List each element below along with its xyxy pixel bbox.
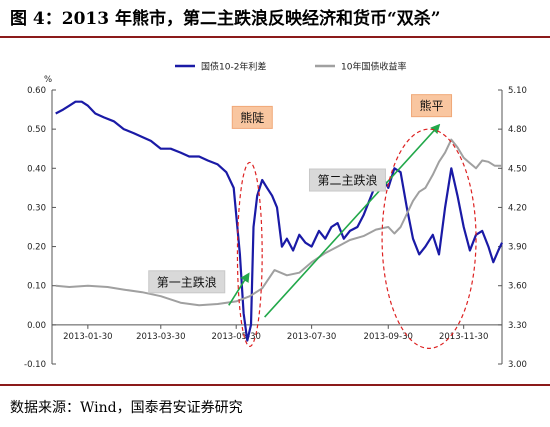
right-tick-label: 3.90 — [508, 243, 527, 253]
title-divider — [0, 36, 550, 38]
x-tick-label: 2013-07-30 — [287, 332, 336, 342]
phase-label: 熊陡 — [240, 110, 264, 125]
right-tick-label: 4.20 — [508, 203, 527, 213]
chart-series — [55, 100, 503, 342]
right-tick-label: 3.60 — [508, 282, 527, 292]
source-divider — [0, 384, 550, 386]
right-tick-label: 3.00 — [508, 360, 527, 370]
data-source-note: 数据来源：Wind，国泰君安证券研究 — [10, 400, 243, 416]
x-tick-label: 2013-11-30 — [439, 332, 488, 342]
trend-arrow — [264, 123, 441, 318]
right-tick-label: 4.80 — [508, 125, 527, 135]
left-tick-label: 0.30 — [27, 203, 46, 213]
x-tick-label: 2013-01-30 — [63, 332, 112, 342]
left-tick-label: 0.00 — [27, 321, 46, 331]
legend-label: 10年国债收益率 — [341, 61, 406, 73]
series-line-spread — [55, 100, 503, 342]
highlight-ellipse — [236, 161, 263, 347]
left-tick-label: 0.50 — [27, 125, 46, 135]
x-tick-label: 2013-03-30 — [136, 332, 185, 342]
x-tick-label: 2013-09-30 — [364, 332, 413, 342]
left-axis-unit: % — [44, 75, 52, 85]
legend-label: 国债10-2年利差 — [201, 61, 266, 73]
highlight-ellipse — [381, 128, 477, 349]
right-tick-label: 3.30 — [508, 321, 527, 331]
chart-legend: 国债10-2年利差 10年国债收益率 — [175, 61, 406, 73]
phase-label-box — [411, 94, 453, 118]
left-tick-label: 0.40 — [27, 164, 46, 174]
figure-title: 图 4：2013 年熊市，第二主跌浪反映经济和货币“双杀” — [10, 9, 441, 29]
left-tick-label: -0.10 — [24, 360, 46, 370]
line-chart: 0.60 0.50 0.40 0.30 0.20 0.10 0.00 -0.10% 5.10 4.… — [24, 61, 527, 371]
right-tick-label: 5.10 — [508, 86, 527, 96]
wave-label: 第一主跌浪 — [157, 274, 217, 289]
chart-axes: 0.60 0.50 0.40 0.30 0.20 0.10 0.00 -0.10% 5.10 4.… — [24, 75, 527, 370]
wave-label: 第二主跌浪 — [317, 173, 377, 188]
phase-label-box — [231, 105, 273, 129]
series-line-yield — [55, 138, 502, 307]
left-tick-label: 0.60 — [27, 86, 46, 96]
right-tick-label: 4.50 — [508, 164, 527, 174]
left-tick-label: 0.20 — [27, 243, 46, 253]
wave-label-box — [148, 270, 226, 294]
phase-label: 熊平 — [420, 98, 444, 113]
left-tick-label: 0.10 — [27, 282, 46, 292]
x-tick-label: 2013-05-30 — [212, 332, 261, 342]
wave-label-box — [308, 168, 386, 192]
trend-arrow — [228, 272, 250, 306]
